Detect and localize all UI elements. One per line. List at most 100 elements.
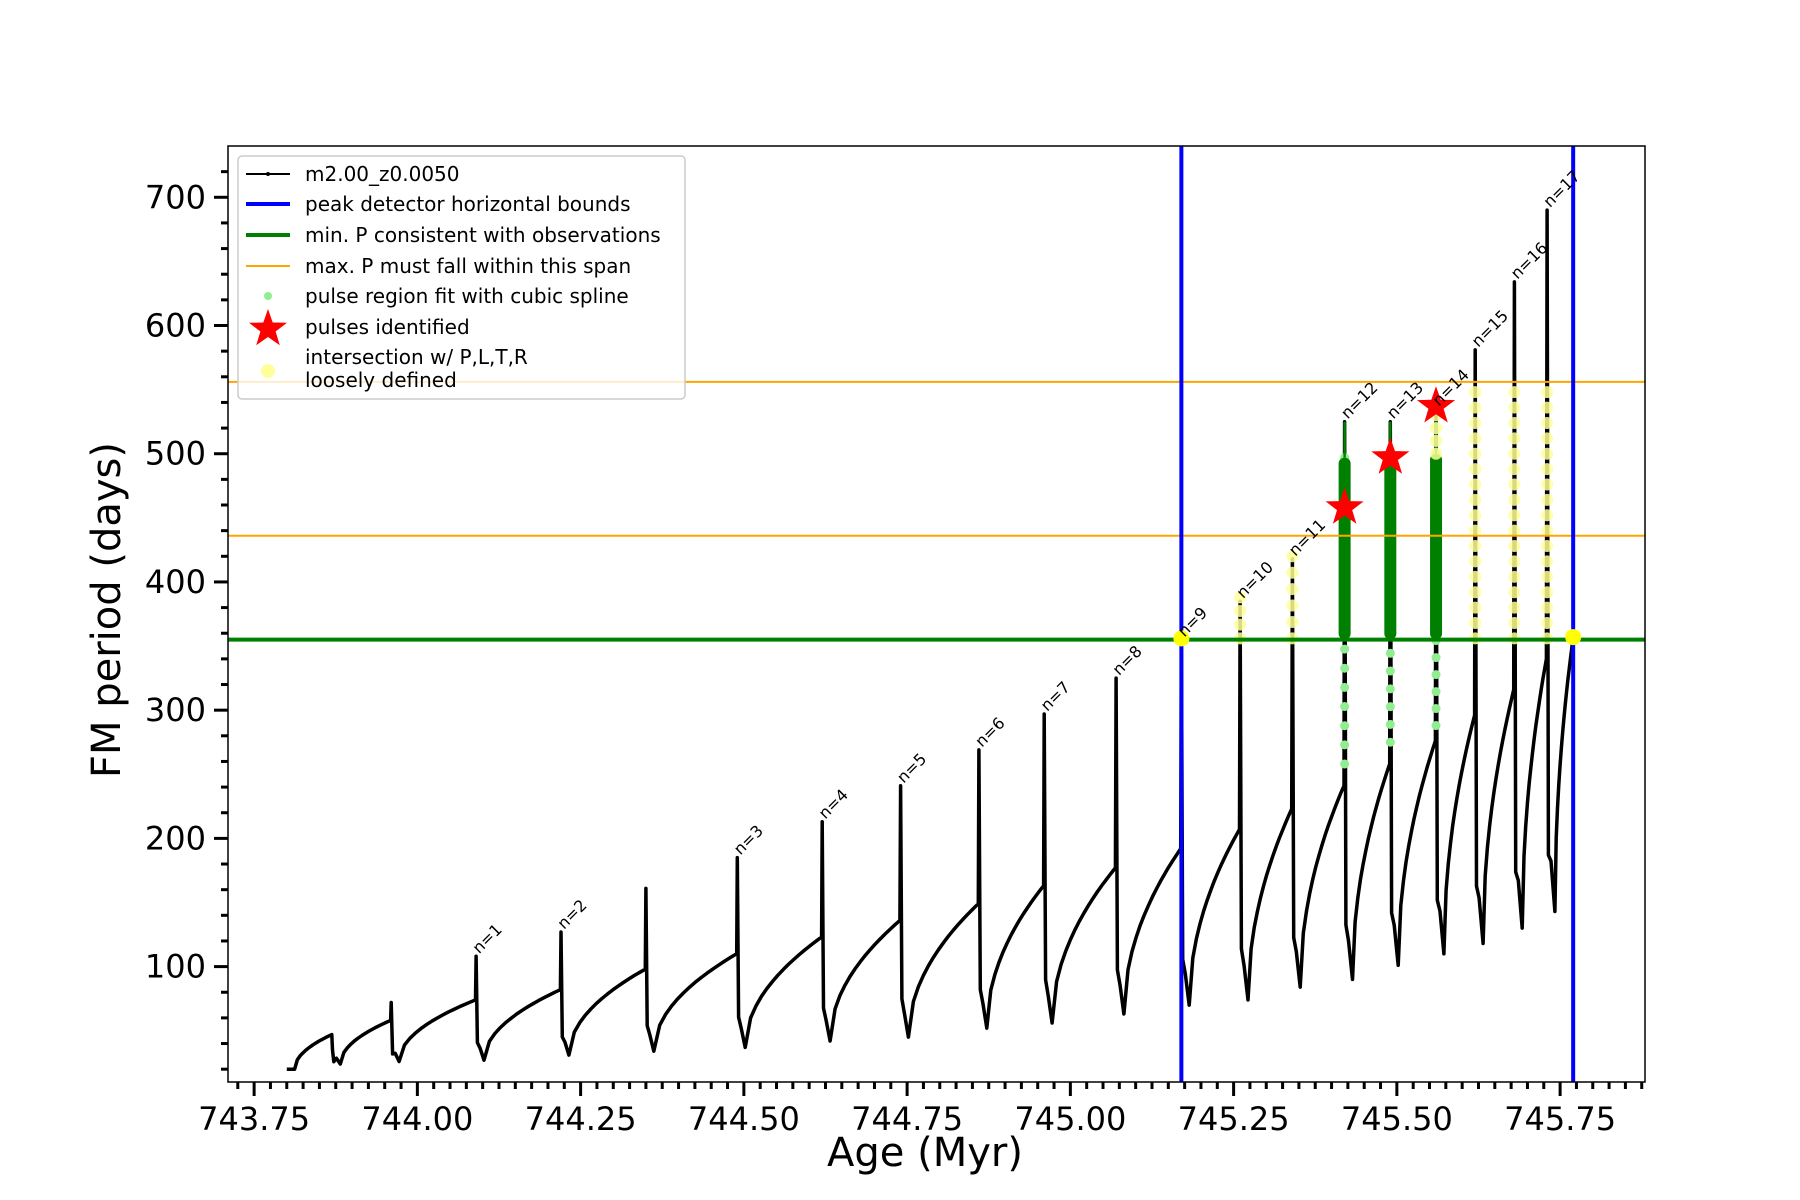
loosely-defined-point <box>1469 586 1482 599</box>
spline-point <box>1385 684 1395 694</box>
legend-entry: peak detector horizontal bounds <box>246 192 631 216</box>
loosely-defined-point <box>1541 401 1554 414</box>
loosely-defined-point <box>1508 555 1521 568</box>
loosely-defined-point <box>1541 493 1554 506</box>
spline-point <box>1340 721 1350 731</box>
spline-point <box>1340 682 1350 692</box>
loosely-defined-point <box>1508 524 1521 537</box>
x-tick-label: 745.75 <box>1504 1100 1616 1138</box>
loosely-defined-point <box>1430 447 1443 460</box>
legend-entry: min. P consistent with observations <box>246 223 661 247</box>
loosely-defined-point <box>1469 463 1482 476</box>
spline-point <box>1385 702 1395 712</box>
pulse-identified-star <box>1325 487 1364 524</box>
spline-point <box>1431 653 1441 663</box>
loosely-defined-point <box>1469 447 1482 460</box>
loosely-defined-point <box>1469 616 1482 629</box>
x-tick-label: 744.00 <box>361 1100 473 1138</box>
x-tick-label: 745.50 <box>1341 1100 1453 1138</box>
x-tick-label: 744.75 <box>851 1100 963 1138</box>
loosely-defined-point <box>1541 616 1554 629</box>
legend-entry: intersection w/ P,L,T,R <box>261 345 528 378</box>
y-tick-label: 400 <box>145 563 206 601</box>
spline-point <box>1431 687 1441 697</box>
loosely-defined-point <box>1508 463 1521 476</box>
loosely-defined-point <box>1286 566 1299 579</box>
y-tick-label: 200 <box>145 819 206 857</box>
x-tick-label: 744.50 <box>688 1100 800 1138</box>
loosely-defined-point <box>1469 432 1482 445</box>
loosely-defined-point <box>1469 478 1482 491</box>
consistent-period-band <box>1430 453 1443 640</box>
intersection-point <box>1173 630 1190 647</box>
y-axis-title: FM period (days) <box>84 442 130 778</box>
spline-point <box>1340 663 1350 673</box>
loosely-defined-point <box>1541 478 1554 491</box>
loosely-defined-point <box>1508 386 1521 399</box>
legend-entry: pulse region fit with cubic spline <box>264 284 629 308</box>
legend-label: pulse region fit with cubic spline <box>305 284 629 308</box>
loosely-defined-point <box>1541 447 1554 460</box>
period-track-line <box>286 208 1575 1071</box>
loosely-defined-point <box>1469 555 1482 568</box>
loosely-defined-point <box>1234 618 1247 631</box>
loosely-defined-point <box>1508 432 1521 445</box>
loosely-defined-point <box>1430 422 1443 435</box>
plot-content <box>228 146 1645 1082</box>
legend-swatch-star <box>249 309 287 346</box>
loosely-defined-point <box>1469 570 1482 583</box>
loosely-defined-point <box>1508 540 1521 553</box>
loosely-defined-point <box>1469 509 1482 522</box>
loosely-defined-point <box>1541 524 1554 537</box>
legend-label: min. P consistent with observations <box>305 223 661 247</box>
x-tick-label: 744.25 <box>525 1100 637 1138</box>
spline-point <box>1340 702 1350 712</box>
loosely-defined-point <box>1469 416 1482 429</box>
loosely-defined-point <box>1508 570 1521 583</box>
spline-point <box>1385 719 1395 729</box>
loosely-defined-point <box>1508 616 1521 629</box>
loosely-defined-point <box>1234 605 1247 618</box>
legend-label: pulses identified <box>305 315 470 339</box>
loosely-defined-point <box>1508 416 1521 429</box>
y-tick-label: 600 <box>145 307 206 345</box>
loosely-defined-point <box>1541 432 1554 445</box>
legend-swatch-track-dot <box>266 172 270 176</box>
pulse-identified-star <box>1417 386 1456 423</box>
loosely-defined-point <box>1508 447 1521 460</box>
spline-point <box>1431 721 1441 731</box>
x-tick-label: 743.75 <box>198 1100 310 1138</box>
loosely-defined-point <box>1286 550 1299 563</box>
spline-point <box>1431 704 1441 714</box>
loosely-defined-point <box>1286 615 1299 628</box>
loosely-defined-point <box>1508 401 1521 414</box>
loosely-defined-point <box>1286 599 1299 612</box>
loosely-defined-point <box>1469 386 1482 399</box>
loosely-defined-point <box>1469 540 1482 553</box>
x-axis-title: Age (Myr) <box>827 1130 1023 1176</box>
loosely-defined-point <box>1508 586 1521 599</box>
spline-point <box>1431 670 1441 680</box>
legend-label: m2.00_z0.0050 <box>305 162 460 186</box>
loosely-defined-point <box>1508 509 1521 522</box>
pulse-identified-star <box>1371 437 1410 474</box>
spline-point <box>1340 740 1350 750</box>
spline-point <box>1340 644 1350 654</box>
consistent-period-band <box>1384 457 1397 640</box>
intersection-point <box>1565 629 1582 646</box>
legend-label: intersection w/ P,L,T,R <box>305 345 528 369</box>
y-tick-label: 300 <box>145 691 206 729</box>
loosely-defined-point <box>1286 583 1299 596</box>
loosely-defined-point <box>1541 540 1554 553</box>
loosely-defined-point <box>1469 401 1482 414</box>
spline-point <box>1385 648 1395 658</box>
loosely-defined-point <box>1469 601 1482 614</box>
loosely-defined-point <box>1541 570 1554 583</box>
loosely-defined-point <box>1469 493 1482 506</box>
loosely-defined-point <box>1541 386 1554 399</box>
x-tick-label: 745.00 <box>1014 1100 1126 1138</box>
legend-swatch-intersection <box>261 364 275 378</box>
loosely-defined-point <box>1541 555 1554 568</box>
